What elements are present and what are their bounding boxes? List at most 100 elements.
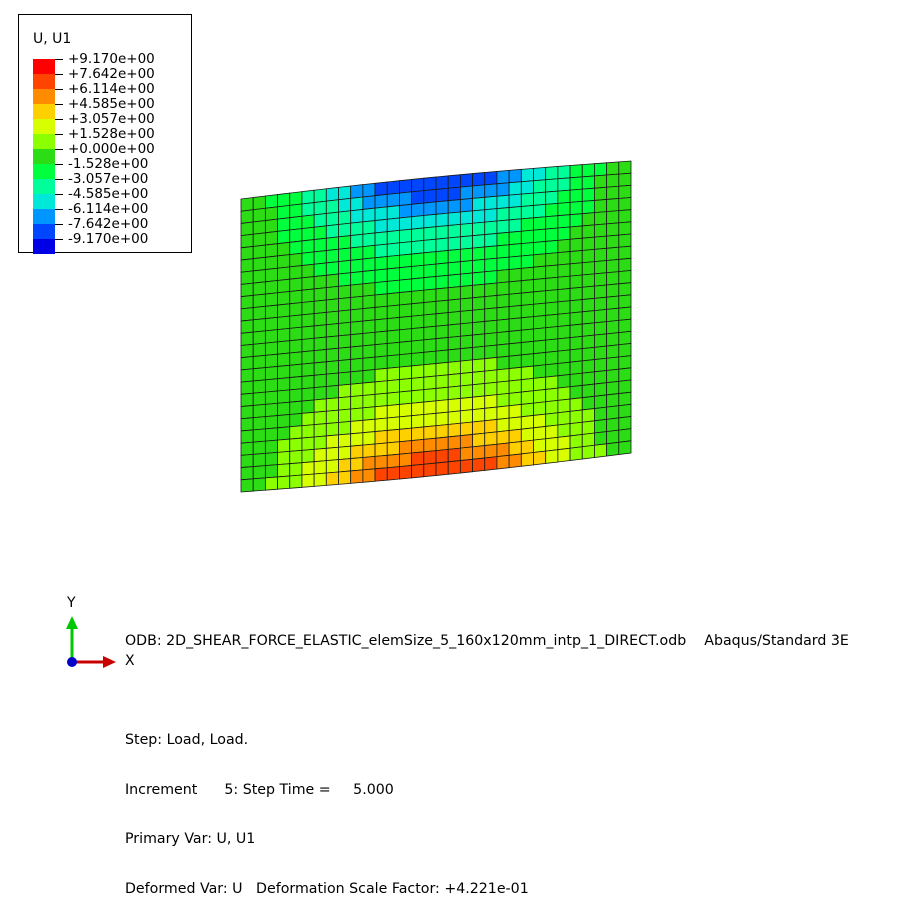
mesh-element bbox=[557, 300, 571, 315]
mesh-element bbox=[350, 233, 364, 249]
legend-value: +0.000e+00 bbox=[68, 141, 155, 157]
mesh-element bbox=[411, 190, 425, 205]
mesh-element bbox=[496, 343, 510, 358]
mesh-element bbox=[423, 325, 437, 341]
mesh-element bbox=[435, 274, 449, 290]
mesh-element bbox=[496, 281, 510, 296]
legend-value: -7.642e+00 bbox=[68, 216, 149, 232]
mesh-element bbox=[338, 197, 352, 213]
mesh-element bbox=[289, 228, 303, 243]
mesh-element bbox=[520, 402, 534, 418]
legend-value: +6.114e+00 bbox=[68, 81, 155, 97]
legend-color-band bbox=[33, 149, 55, 164]
mesh-element bbox=[459, 185, 473, 200]
legend-value: +4.585e+00 bbox=[68, 96, 155, 112]
mesh-element bbox=[447, 335, 461, 351]
mesh-element bbox=[581, 199, 595, 215]
mesh-element bbox=[594, 382, 608, 397]
legend-value: +9.170e+00 bbox=[68, 51, 155, 67]
mesh-element bbox=[508, 379, 522, 394]
mesh-element bbox=[533, 351, 547, 367]
mesh-element bbox=[252, 195, 266, 211]
mesh-element bbox=[581, 322, 595, 337]
mesh-element bbox=[252, 367, 266, 382]
mesh-element bbox=[264, 267, 278, 283]
mesh-element bbox=[301, 337, 315, 353]
mesh-element bbox=[411, 339, 425, 354]
mesh-element bbox=[484, 406, 498, 422]
mesh-element bbox=[520, 377, 534, 393]
mesh-element bbox=[569, 311, 583, 326]
mesh-element bbox=[252, 244, 266, 260]
mesh-element bbox=[508, 366, 522, 382]
legend-tick bbox=[55, 134, 63, 135]
mesh-element bbox=[374, 442, 388, 457]
mesh-element bbox=[264, 353, 278, 369]
mesh-element bbox=[325, 459, 339, 474]
mesh-element bbox=[411, 177, 425, 193]
mesh-element bbox=[362, 207, 376, 223]
mesh-element bbox=[496, 405, 510, 420]
mesh-element bbox=[496, 269, 510, 284]
mesh-element bbox=[447, 323, 461, 338]
mesh-element bbox=[423, 425, 437, 440]
mesh-element bbox=[581, 359, 595, 374]
mesh-element bbox=[472, 358, 486, 373]
mesh-element bbox=[569, 335, 583, 351]
mesh-element bbox=[618, 233, 632, 248]
mesh-element bbox=[362, 220, 376, 235]
mesh-element bbox=[325, 298, 339, 313]
mesh-element bbox=[472, 234, 486, 249]
legend-value: -6.114e+00 bbox=[68, 201, 149, 217]
mesh-element bbox=[435, 399, 449, 414]
mesh-element bbox=[545, 166, 559, 181]
mesh-element bbox=[411, 289, 425, 305]
mesh-element bbox=[533, 265, 547, 280]
mesh-element bbox=[301, 251, 315, 267]
mesh-element bbox=[472, 258, 486, 274]
mesh-element bbox=[399, 365, 413, 381]
mesh-element bbox=[338, 445, 352, 461]
mesh-element bbox=[411, 463, 425, 479]
mesh-element bbox=[508, 255, 522, 270]
triad-axes-icon bbox=[66, 616, 116, 668]
mesh-element bbox=[240, 380, 254, 395]
mesh-element bbox=[496, 169, 510, 185]
mesh-element bbox=[289, 437, 303, 452]
mesh-element bbox=[264, 439, 278, 454]
mesh-element bbox=[350, 370, 364, 385]
mesh-element bbox=[520, 353, 534, 368]
mesh-element bbox=[496, 219, 510, 234]
mesh-element bbox=[252, 232, 266, 247]
mesh-element bbox=[411, 252, 425, 267]
mesh-element bbox=[301, 374, 315, 390]
mesh-element bbox=[374, 193, 388, 209]
mesh-element bbox=[240, 221, 254, 237]
mesh-element bbox=[338, 235, 352, 250]
mesh-element bbox=[447, 223, 461, 239]
mesh-element bbox=[508, 329, 522, 345]
mesh-element bbox=[581, 310, 595, 325]
mesh-element bbox=[594, 247, 608, 263]
mesh-element bbox=[447, 360, 461, 376]
mesh-element bbox=[581, 285, 595, 300]
mesh-element bbox=[289, 203, 303, 219]
mesh-element bbox=[313, 460, 327, 475]
mesh-element bbox=[264, 280, 278, 295]
mesh-element bbox=[484, 332, 498, 347]
mesh-element bbox=[338, 383, 352, 399]
mesh-element bbox=[472, 196, 486, 212]
mesh-element bbox=[508, 391, 522, 407]
mesh-element bbox=[435, 448, 449, 464]
mesh-element bbox=[399, 303, 413, 318]
mesh-element bbox=[581, 408, 595, 423]
mesh-element bbox=[533, 339, 547, 355]
mesh-element bbox=[386, 192, 400, 208]
mesh-element bbox=[374, 268, 388, 284]
mesh-element bbox=[557, 324, 571, 340]
mesh-element bbox=[264, 230, 278, 246]
mesh-element bbox=[325, 409, 339, 425]
mesh-element bbox=[301, 325, 315, 340]
mesh-element bbox=[362, 319, 376, 334]
mesh-element bbox=[435, 324, 449, 340]
